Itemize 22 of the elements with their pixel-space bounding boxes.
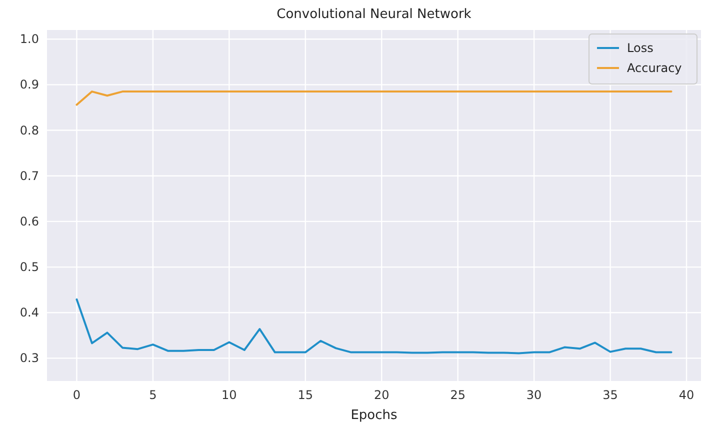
y-tick-label: 0.7 xyxy=(20,168,39,183)
legend-label: Accuracy xyxy=(627,61,682,75)
x-tick-label: 15 xyxy=(298,388,314,402)
legend-label: Loss xyxy=(627,41,654,55)
y-tick-label: 0.9 xyxy=(20,78,39,92)
x-tick-label: 10 xyxy=(222,388,237,402)
x-tick-label: 30 xyxy=(526,388,542,402)
y-tick-label: 0.8 xyxy=(20,123,39,138)
y-tick-label: 1.0 xyxy=(20,32,39,46)
x-tick-label: 5 xyxy=(149,388,157,402)
y-tick-label: 0.5 xyxy=(20,260,39,274)
y-tick-label: 0.3 xyxy=(20,351,39,366)
x-tick-label: 35 xyxy=(602,388,618,402)
x-tick-label: 0 xyxy=(72,388,81,402)
y-tick-label: 0.4 xyxy=(20,306,39,320)
line-series xyxy=(76,298,672,354)
x-tick-label: 40 xyxy=(678,388,694,402)
x-tick-label: 20 xyxy=(374,388,390,402)
x-axis-title: Epochs xyxy=(350,408,398,423)
x-tick-label: 25 xyxy=(450,388,466,402)
chart-title: Convolutional Neural Network xyxy=(276,7,472,22)
y-tick-label: 0.6 xyxy=(20,214,39,228)
